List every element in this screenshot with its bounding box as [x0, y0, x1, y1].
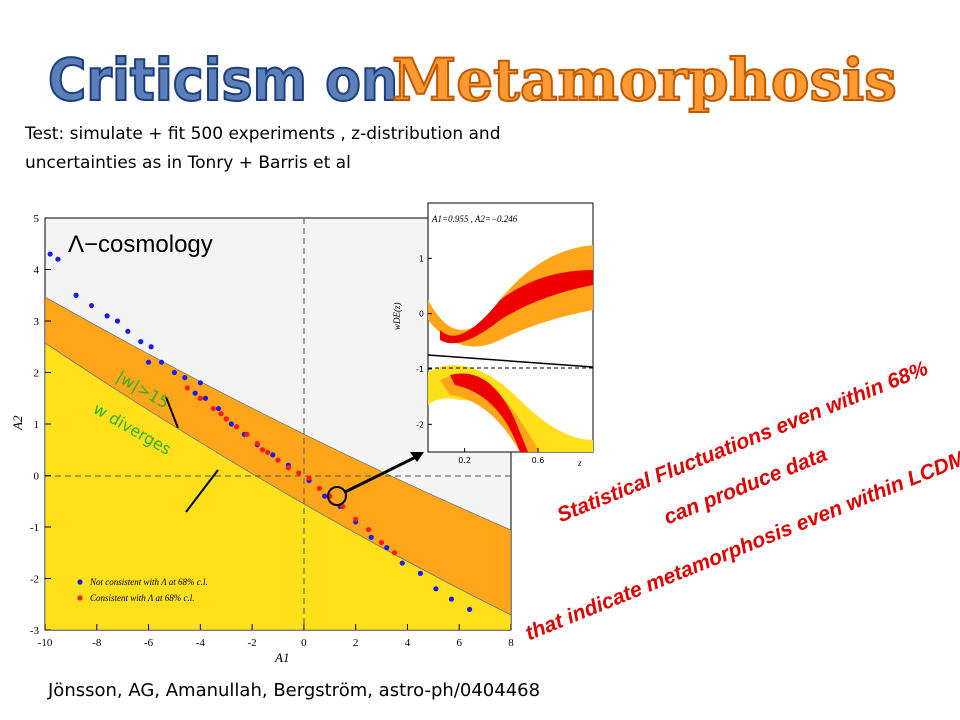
- point: [114, 318, 121, 324]
- point: [158, 359, 165, 365]
- yellow-band: [45, 342, 511, 630]
- inset-bands: [428, 245, 593, 452]
- point: [306, 475, 312, 481]
- point: [384, 545, 390, 551]
- highlight-circle: [327, 486, 347, 506]
- intro-line: Test: simulate + fit 500 experiments , z…: [24, 124, 501, 144]
- x-tick-label: 8: [508, 637, 514, 649]
- point: [215, 405, 222, 412]
- point: [391, 550, 398, 556]
- point: [104, 313, 110, 319]
- arrow-head: [410, 452, 424, 462]
- title-part2: Metamorphosis: [392, 46, 897, 114]
- x-tick-label: -4: [196, 637, 206, 649]
- y-tick-label: 4: [34, 265, 40, 277]
- x-tick-label: 0: [301, 637, 307, 649]
- x-tick-label: -8: [92, 637, 102, 649]
- citation: Jönsson, AG, Amanullah, Bergström, astro…: [47, 680, 540, 701]
- point: [89, 302, 95, 309]
- inset-band: [450, 373, 528, 452]
- bands: [45, 218, 511, 630]
- point: [378, 539, 385, 546]
- x-tick-label: 6: [456, 637, 462, 649]
- point: [233, 423, 240, 430]
- inset-x-tick-label: 0.2: [458, 456, 471, 465]
- point: [366, 526, 372, 533]
- point: [138, 339, 144, 345]
- inset-y-tick-label: -2: [416, 420, 424, 429]
- point: [275, 457, 281, 463]
- inset-x-tick-label: 0.6: [532, 456, 545, 465]
- point: [125, 328, 131, 334]
- point: [316, 485, 323, 491]
- legend-marker: [77, 595, 83, 601]
- x-tick-label: -6: [144, 637, 154, 649]
- legend-label: Not consistent with Λ at 68% c.l.: [89, 577, 208, 587]
- point: [218, 411, 224, 417]
- point: [466, 606, 473, 613]
- point: [285, 465, 291, 471]
- point: [270, 452, 276, 458]
- point: [210, 405, 216, 412]
- x-tick-label: 2: [353, 637, 359, 649]
- y-tick-label: 3: [34, 316, 40, 328]
- point: [55, 256, 61, 262]
- point: [399, 560, 405, 566]
- point: [322, 493, 328, 499]
- inset-y-tick-label: -1: [416, 365, 424, 374]
- point: [228, 421, 234, 427]
- point: [353, 516, 359, 522]
- inset-line: [428, 354, 593, 368]
- point: [192, 390, 198, 396]
- point: [145, 359, 152, 365]
- point: [340, 503, 346, 509]
- point: [202, 395, 209, 401]
- inset-y-label: wDE(z): [392, 303, 402, 331]
- plot-title: Λ−cosmology: [68, 231, 213, 258]
- arrow: [344, 453, 421, 494]
- point: [368, 534, 374, 540]
- point: [259, 447, 266, 453]
- inset-y-tick-label: 1: [419, 254, 424, 263]
- point: [223, 416, 229, 422]
- legend-marker: [77, 579, 83, 585]
- legend-label: Consistent with Λ at 68% c.l.: [90, 593, 195, 603]
- point: [73, 292, 79, 298]
- inset-band: [440, 270, 593, 344]
- y-tick-label: -1: [30, 522, 39, 534]
- inset-note: A1=0.955 , A2=−0.246: [431, 214, 518, 224]
- point: [265, 449, 271, 455]
- y-tick-label: 1: [34, 419, 40, 431]
- x-tick-label: 4: [405, 637, 411, 649]
- y-tick-label: -3: [30, 625, 40, 637]
- x-tick-label: -2: [248, 637, 257, 649]
- point: [254, 440, 260, 447]
- point: [433, 586, 439, 592]
- y-tick-label: 0: [34, 471, 40, 483]
- x-tick-label: -10: [38, 637, 53, 649]
- point: [171, 369, 178, 376]
- point: [244, 431, 250, 437]
- title-part1: Criticism on: [48, 46, 398, 114]
- point: [296, 470, 302, 476]
- double-arrow: [165, 396, 179, 429]
- inset-y-tick-label: 0: [419, 310, 424, 319]
- point: [448, 596, 455, 602]
- point: [197, 395, 203, 401]
- double-arrow: [185, 469, 219, 513]
- point: [148, 344, 154, 350]
- point: [197, 380, 203, 386]
- inset-x-label: z: [577, 458, 582, 468]
- y-tick-label: -2: [30, 574, 39, 586]
- point: [182, 375, 188, 381]
- point: [417, 570, 423, 576]
- y-axis-label: A2: [10, 415, 25, 431]
- point: [184, 385, 190, 391]
- x-axis-label: A1: [274, 650, 289, 665]
- point: [47, 251, 53, 257]
- y-tick-label: 5: [34, 213, 40, 225]
- y-tick-label: 2: [34, 368, 40, 380]
- intro-line: uncertainties as in Tonry + Barris et al: [25, 153, 351, 173]
